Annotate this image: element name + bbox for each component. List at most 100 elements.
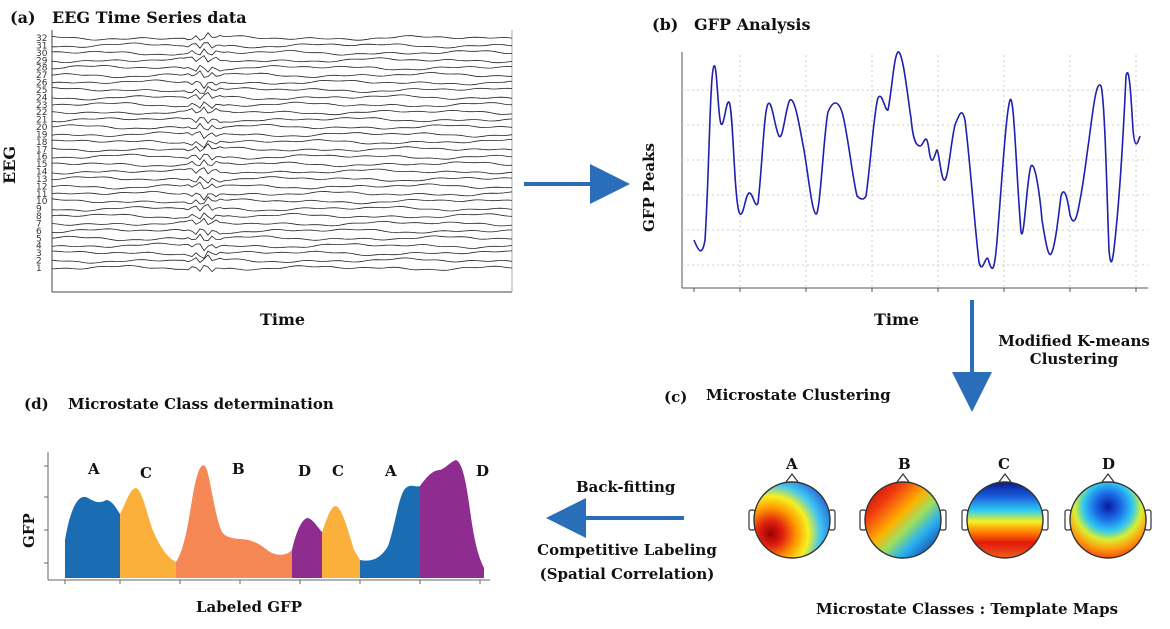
- eeg-channel-tick-8: 8: [36, 212, 42, 222]
- panel-d-label: (d): [24, 395, 49, 413]
- eeg-channel-tick-1: 1: [36, 264, 42, 274]
- map-label-c: C: [998, 455, 1010, 473]
- eeg-trace-channel-3: [51, 250, 513, 259]
- panel-a-ylabel: EEG: [0, 145, 19, 184]
- eeg-trace-channel-12: [51, 181, 513, 190]
- eeg-trace-channel-31: [52, 42, 513, 49]
- eeg-trace-channel-7: [51, 217, 513, 227]
- kmeans-label: Modified K-means Clustering: [998, 332, 1150, 368]
- eeg-trace-channel-26: [51, 79, 513, 90]
- eeg-channel-tick-7: 7: [36, 219, 42, 229]
- eeg-channel-tick-20: 20: [36, 123, 48, 133]
- panel-a-label: (a): [10, 8, 36, 27]
- segment-label-a-1: A: [88, 460, 100, 478]
- eeg-channel-tick-19: 19: [36, 130, 48, 140]
- panel-b-label: (b): [652, 15, 679, 34]
- eeg-trace-channel-32: [51, 32, 513, 41]
- eeg-trace-channel-25: [51, 85, 513, 94]
- eeg-channel-tick-22: 22: [36, 108, 47, 118]
- map-label-b: B: [898, 455, 911, 473]
- eeg-channel-tick-25: 25: [36, 86, 47, 96]
- eeg-channel-tick-28: 28: [36, 64, 48, 74]
- template-maps-caption: Microstate Classes : Template Maps: [816, 600, 1119, 618]
- gfp-trace: [693, 51, 1141, 269]
- eeg-channel-tick-6: 6: [36, 227, 42, 237]
- eeg-trace-channel-10: [51, 196, 513, 205]
- panel-b-ylabel: GFP Peaks: [640, 143, 658, 232]
- segment-label-c-1: C: [140, 464, 152, 482]
- eeg-channel-tick-4: 4: [36, 242, 42, 252]
- eeg-trace-channel-21: [51, 117, 513, 125]
- eeg-trace-channel-23: [51, 101, 513, 109]
- panel-b-title: GFP Analysis: [694, 15, 811, 34]
- topomap-a-icon: [748, 473, 836, 559]
- eeg-channel-tick-30: 30: [36, 49, 48, 59]
- segment-b: [176, 465, 292, 578]
- panel-d-xlabel: Labeled GFP: [196, 598, 302, 616]
- eeg-channel-tick-29: 29: [36, 56, 48, 66]
- eeg-trace-channel-6: [51, 228, 512, 236]
- segment-label-b: B: [232, 460, 245, 478]
- eeg-trace-channel-15: [51, 159, 513, 168]
- backfitting-label: Back-fitting: [576, 478, 676, 496]
- eeg-trace-channel-30: [51, 48, 512, 56]
- labeled-gfp-plot: [44, 452, 490, 584]
- segment-label-c-2: C: [332, 462, 344, 480]
- eeg-channel-tick-24: 24: [36, 93, 48, 103]
- eeg-trace-channel-22: [51, 106, 513, 116]
- eeg-channel-tick-13: 13: [36, 175, 47, 185]
- segment-d-2: [420, 460, 484, 578]
- template-maps: [748, 473, 1152, 559]
- eeg-channel-tick-11: 11: [36, 190, 47, 200]
- eeg-trace-channel-17: [51, 143, 513, 153]
- eeg-trace-channel-18: [52, 139, 513, 149]
- segment-a-1: [65, 496, 120, 578]
- panel-c-label: (c): [664, 388, 688, 406]
- eeg-trace-channel-14: [51, 167, 513, 175]
- segment-label-d-1: D: [298, 462, 312, 480]
- segment-a-2: [360, 485, 420, 578]
- eeg-trace-channel-9: [51, 203, 513, 212]
- eeg-trace-channel-29: [51, 55, 513, 64]
- eeg-trace-channel-13: [52, 175, 513, 184]
- eeg-trace-channel-11: [51, 191, 513, 201]
- eeg-trace-channel-2: [51, 254, 513, 264]
- eeg-channel-tick-21: 21: [36, 116, 47, 126]
- eeg-channel-tick-31: 31: [36, 41, 47, 51]
- segment-label-a-2: A: [385, 462, 397, 480]
- eeg-channel-ticks: 3231302928272625242322212019181716151413…: [36, 34, 48, 274]
- panel-b-xlabel: Time: [874, 310, 920, 329]
- eeg-channel-tick-9: 9: [36, 205, 42, 215]
- eeg-channel-tick-10: 10: [36, 197, 48, 207]
- panel-c-title: Microstate Clustering: [706, 386, 891, 404]
- panel-a-xlabel: Time: [260, 310, 306, 329]
- eeg-trace-channel-24: [51, 91, 513, 101]
- panel-d-ylabel: GFP: [20, 513, 38, 548]
- eeg-channel-tick-17: 17: [36, 145, 47, 155]
- eeg-channel-tick-32: 32: [36, 34, 47, 44]
- eeg-channel-tick-2: 2: [36, 257, 42, 267]
- gfp-plot: [681, 51, 1148, 292]
- topomap-c-icon: [961, 473, 1049, 559]
- eeg-channel-tick-3: 3: [36, 249, 42, 259]
- eeg-channel-tick-14: 14: [36, 168, 48, 178]
- panel-a-title: EEG Time Series data: [52, 8, 247, 27]
- topomap-b-icon: [859, 473, 947, 559]
- segment-c-2: [322, 506, 360, 578]
- map-label-d: D: [1102, 455, 1116, 473]
- segment-c-1: [120, 488, 176, 578]
- eeg-channel-tick-27: 27: [36, 71, 47, 81]
- eeg-plot: 3231302928272625242322212019181716151413…: [36, 30, 513, 293]
- eeg-trace-channel-20: [51, 122, 513, 131]
- eeg-channel-tick-16: 16: [36, 153, 48, 163]
- competitive-labeling-label: Competitive Labeling (Spatial Correlatio…: [537, 541, 717, 583]
- eeg-channel-tick-15: 15: [36, 160, 47, 170]
- eeg-trace-channel-8: [51, 212, 513, 220]
- panel-d-title: Microstate Class determination: [68, 395, 334, 413]
- eeg-trace-channel-4: [51, 242, 513, 252]
- segment-d-1: [292, 518, 322, 578]
- eeg-trace-channel-27: [51, 70, 512, 79]
- eeg-channel-tick-12: 12: [36, 182, 47, 192]
- eeg-trace-channel-5: [51, 233, 513, 242]
